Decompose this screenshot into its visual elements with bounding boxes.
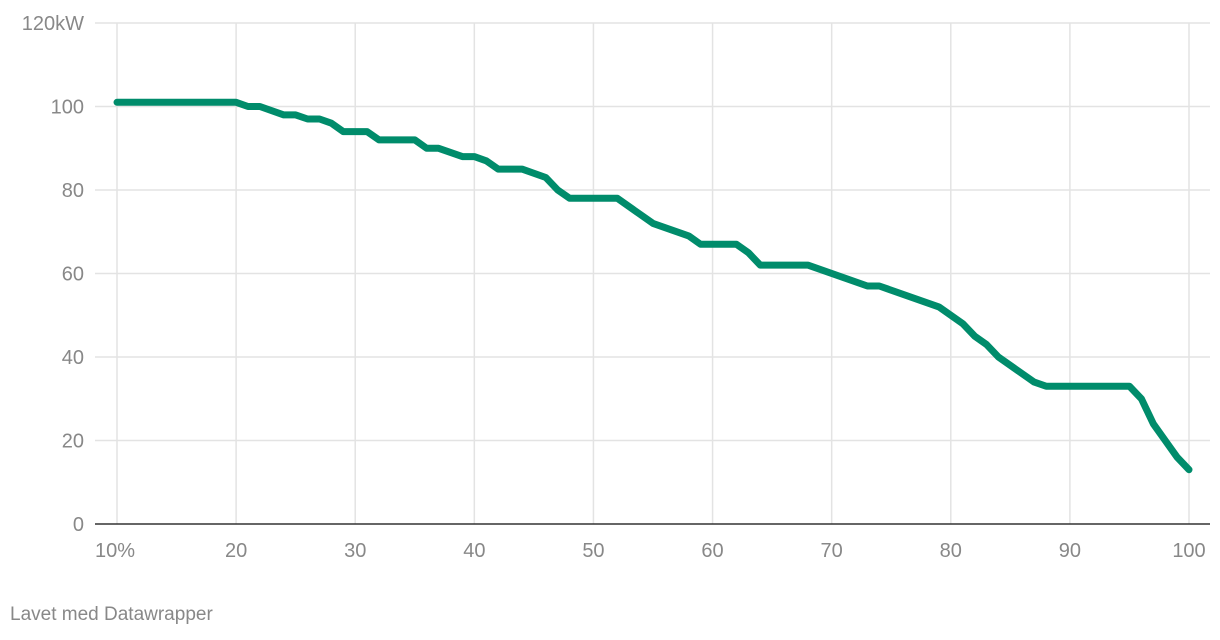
x-tick-label: 70 — [821, 540, 843, 562]
y-tick-label: 120kW — [22, 13, 84, 35]
y-tick-label: 60 — [62, 264, 84, 286]
y-tick-label: 0 — [73, 514, 84, 536]
x-axis-tick-labels: 10% 20 30 40 50 60 70 80 90 100 — [95, 540, 1206, 562]
y-tick-label: 20 — [62, 431, 84, 453]
series-line — [113, 98, 1193, 474]
datawrapper-credit: Lavet med Datawrapper — [10, 604, 213, 625]
x-tick-label: 90 — [1059, 540, 1081, 562]
x-tick-label: 40 — [463, 540, 485, 562]
y-gridlines — [95, 22, 1210, 442]
x-tick-label: 60 — [701, 540, 723, 562]
x-tick-label: 30 — [344, 540, 366, 562]
x-tick-label: 10% — [95, 540, 135, 562]
x-tick-label: 100 — [1172, 540, 1205, 562]
x-tick-label: 20 — [225, 540, 247, 562]
x-tick-label: 50 — [582, 540, 604, 562]
y-axis-tick-labels: 0 20 40 60 80 100 120kW — [22, 13, 84, 536]
y-tick-label: 100 — [51, 97, 84, 119]
y-tick-label: 80 — [62, 180, 84, 202]
x-tick-label: 80 — [940, 540, 962, 562]
y-tick-label: 40 — [62, 347, 84, 369]
